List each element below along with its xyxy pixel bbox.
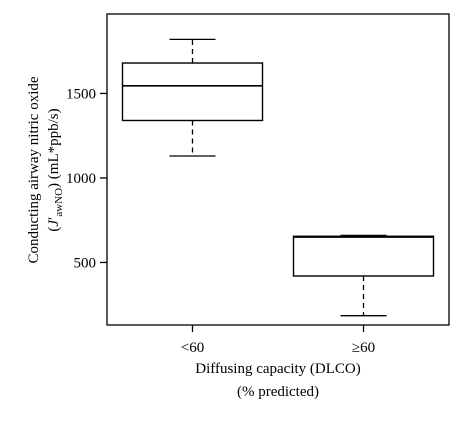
- boxes-layer: [121, 38, 435, 317]
- x-tick-label-0: <60: [181, 340, 204, 356]
- y-axis-title-units: ) (mL*ppb/s): [46, 108, 62, 188]
- y-axis-title-subscript: awNO: [53, 188, 65, 217]
- y-tick-label-2: 1500: [66, 86, 96, 102]
- x-axis-title-line2: (% predicted): [237, 384, 319, 400]
- y-tick-label-0: 500: [74, 255, 97, 271]
- y-tick-label-1: 1000: [66, 171, 96, 187]
- y-axis-title-line1: Conducting airway nitric oxide: [26, 76, 42, 263]
- y-axis-title-line2: (J′awNO) (mL*ppb/s): [46, 108, 65, 231]
- y-axis-title-symbol: J: [46, 219, 62, 227]
- y-axis-title-paren: (: [46, 227, 62, 232]
- y-axis-ticks: 500 1000 1500: [66, 86, 107, 271]
- box-iqr-0: [121, 62, 264, 122]
- x-tick-label-1: ≥60: [352, 340, 375, 356]
- y-axis-title: Conducting airway nitric oxide (J′awNO) …: [26, 76, 65, 263]
- plot-frame: [106, 13, 450, 326]
- x-axis-ticks: <60 ≥60: [181, 325, 375, 356]
- x-axis-title-line1: Diffusing capacity (DLCO): [195, 361, 361, 377]
- box-iqr-1: [292, 235, 435, 277]
- y-axis-title-prime: ′: [46, 217, 62, 220]
- box-group-1: [292, 234, 435, 317]
- box-group-0: [121, 38, 264, 157]
